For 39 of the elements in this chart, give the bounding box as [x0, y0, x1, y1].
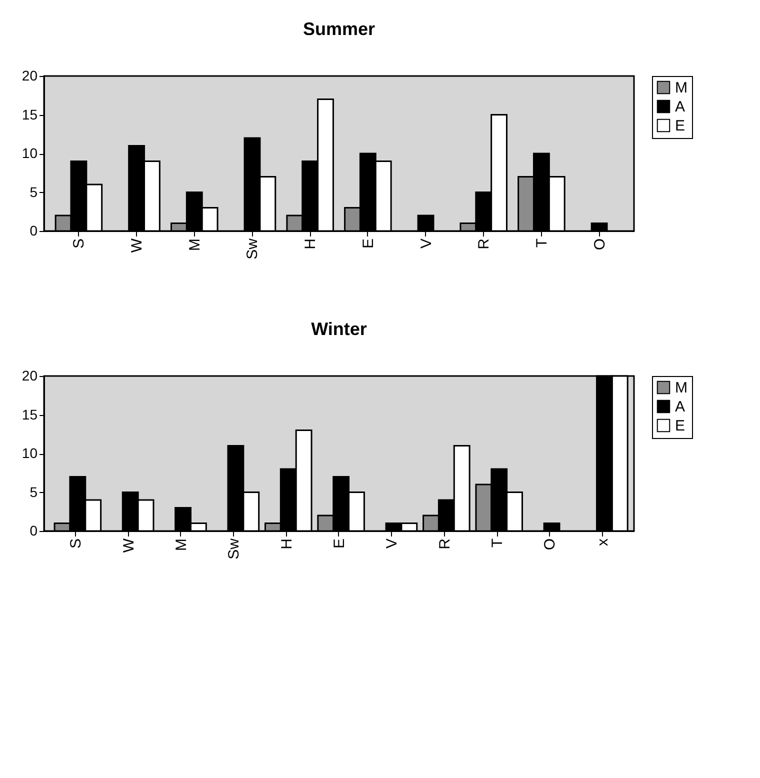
- y-tick-label: 15: [22, 406, 38, 422]
- y-tick-label: 0: [30, 522, 38, 538]
- x-tick-label: V: [384, 538, 401, 549]
- legend-label: A: [675, 98, 686, 116]
- x-tick-label: V: [418, 238, 435, 249]
- legend-label: A: [675, 398, 686, 416]
- x-tick-label: x: [594, 538, 612, 546]
- y-tick-label: 5: [30, 184, 38, 200]
- y-tick-label: 5: [30, 484, 38, 500]
- y-tick-label: 15: [22, 106, 38, 122]
- x-tick-label: T: [489, 538, 506, 548]
- legend-label: M: [675, 380, 688, 396]
- chart-title: Summer: [302, 19, 376, 39]
- x-tick-label: S: [70, 238, 88, 249]
- x-tick-label: W: [128, 238, 146, 253]
- legend-label: E: [675, 118, 686, 134]
- x-tick-label: R: [476, 238, 493, 250]
- x-tick-label: H: [302, 238, 320, 250]
- legend-label: M: [675, 80, 688, 96]
- y-tick-label: 10: [22, 145, 38, 161]
- x-tick-label: T: [533, 238, 550, 248]
- x-tick-label: M: [172, 538, 190, 551]
- y-tick-label: 10: [22, 445, 38, 461]
- x-tick-label: Sw: [244, 238, 262, 260]
- chart-title: Winter: [311, 319, 367, 339]
- legend-label: E: [675, 418, 686, 434]
- x-tick-label: O: [591, 238, 608, 250]
- x-tick-label: M: [186, 238, 204, 251]
- y-tick-label: 20: [22, 368, 38, 384]
- x-tick-label: E: [360, 238, 377, 249]
- x-tick-label: O: [542, 538, 559, 550]
- x-tick-label: Sw: [226, 538, 243, 560]
- x-tick-label: W: [120, 538, 138, 553]
- x-tick-label: H: [278, 538, 296, 550]
- x-tick-label: E: [331, 538, 348, 549]
- y-tick-label: 20: [22, 68, 38, 84]
- y-tick-label: 0: [30, 222, 38, 238]
- x-tick-label: S: [68, 538, 85, 549]
- x-tick-label: R: [436, 538, 454, 550]
